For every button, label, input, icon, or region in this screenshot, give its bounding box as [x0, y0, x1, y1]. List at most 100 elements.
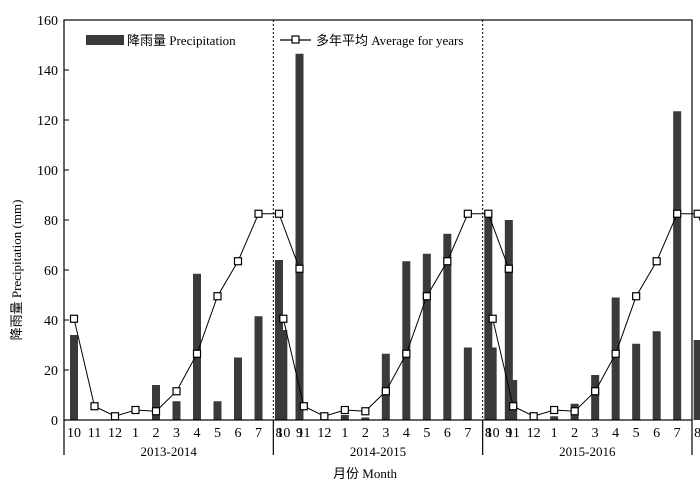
- x-tick-label: 2: [153, 426, 160, 441]
- average-point: [192, 349, 202, 358]
- bar: [152, 385, 160, 420]
- legend-bar-swatch: [86, 35, 124, 45]
- x-tick-label: 8: [694, 426, 700, 441]
- x-tick-label: 6: [235, 426, 242, 441]
- average-point: [340, 405, 349, 415]
- period-label: 2014-2015: [350, 444, 406, 459]
- x-tick-label: 12: [527, 426, 541, 441]
- average-point: [110, 412, 120, 421]
- x-tick-label: 3: [382, 426, 389, 441]
- period-labels: 2013-2014 2014-2015 2015-2016: [140, 444, 615, 459]
- legend-bar-label: 降雨量 Precipitation: [127, 33, 236, 48]
- x-axis-month-ticks: 10 11 12 1 2 3 4 5 6 7 8 910 11 12 1 2 3 4 5 6 7 8 910 11 12 1 2 3 4…: [67, 426, 700, 441]
- y-tick-label: 60: [44, 264, 58, 279]
- average-point: [611, 349, 620, 358]
- average-point: [570, 407, 579, 416]
- x-tick-label: 4: [403, 426, 410, 441]
- average-point: [299, 402, 308, 411]
- plot-frame: [63, 19, 693, 421]
- x-tick-label: 1: [132, 426, 139, 441]
- x-tick-label: 9: [296, 426, 303, 441]
- precipitation-bars: [70, 53, 700, 420]
- x-tick-label: 12: [317, 426, 331, 441]
- x-tick-label: 7: [255, 426, 262, 441]
- average-point: [652, 257, 661, 266]
- x-tick-label: 8: [276, 426, 283, 441]
- average-point: [550, 405, 559, 415]
- x-tick-label: 11: [88, 426, 101, 441]
- average-point: [69, 314, 79, 323]
- bar: [632, 343, 641, 420]
- bar: [591, 375, 600, 420]
- x-tick-label: 12: [108, 426, 122, 441]
- average-point: [233, 257, 243, 266]
- y-tick-label: 0: [51, 414, 58, 429]
- x-tick-label: 5: [423, 426, 430, 441]
- bar: [279, 330, 288, 420]
- bar: [443, 233, 452, 420]
- y-tick-label: 160: [37, 14, 58, 29]
- x-tick-label: 1: [341, 426, 348, 441]
- y-tick-label: 100: [37, 164, 58, 179]
- y-axis-title: 降雨量 Precipitation (mm): [9, 200, 24, 341]
- bar: [254, 316, 263, 420]
- average-markers: [69, 209, 700, 421]
- average-point: [484, 209, 493, 218]
- bar: [381, 353, 390, 420]
- x-tick-label: 3: [173, 426, 180, 441]
- average-point: [213, 292, 222, 301]
- x-tick-label: 4: [612, 426, 619, 441]
- x-tick-label: 6: [444, 426, 451, 441]
- x-tick-label: 6: [653, 426, 660, 441]
- average-point: [488, 314, 497, 323]
- bar: [652, 331, 661, 420]
- bar: [402, 261, 411, 420]
- x-tick-label: 5: [633, 426, 640, 441]
- average-point: [673, 209, 682, 218]
- x-tick-label: 3: [592, 426, 599, 441]
- bar: [213, 401, 222, 420]
- x-tick-label: 2: [571, 426, 578, 441]
- x-tick-label: 11: [297, 426, 310, 441]
- average-point: [693, 209, 700, 218]
- x-tick-label: 7: [464, 426, 471, 441]
- bar: [488, 347, 497, 420]
- bar: [361, 417, 370, 420]
- x-tick-label: 8: [485, 426, 492, 441]
- x-tick-label: 10: [486, 426, 500, 441]
- average-point: [463, 209, 472, 218]
- bar: [463, 347, 472, 420]
- average-point: [509, 402, 518, 411]
- average-point: [361, 407, 370, 416]
- bar: [611, 297, 620, 420]
- y-tick-label: 80: [44, 214, 58, 229]
- average-line: [282, 213, 510, 417]
- x-axis-title: 月份 Month: [333, 466, 397, 481]
- x-tick-label: 9: [505, 426, 512, 441]
- bar: [172, 401, 181, 420]
- x-tick-label: 10: [276, 426, 290, 441]
- average-point: [529, 412, 538, 421]
- average-point: [151, 407, 161, 416]
- average-point: [591, 387, 600, 396]
- average-point: [402, 349, 411, 358]
- x-tick-label: 1: [551, 426, 558, 441]
- period-label: 2015-2016: [559, 444, 616, 459]
- bar: [275, 260, 283, 420]
- average-point: [504, 264, 513, 273]
- average-point: [90, 402, 99, 411]
- bar: [693, 340, 700, 420]
- average-point: [320, 412, 329, 421]
- y-tick-label: 20: [44, 364, 58, 379]
- bar: [484, 210, 493, 420]
- bar: [673, 111, 682, 420]
- average-point: [295, 264, 304, 273]
- bar: [550, 416, 559, 420]
- y-tick-label: 40: [44, 314, 58, 329]
- legend-line-label: 多年平均 Average for years: [316, 33, 463, 48]
- bar: [295, 53, 304, 420]
- x-tick-label: 7: [674, 426, 681, 441]
- average-point: [443, 257, 452, 266]
- x-tick-label: 11: [506, 426, 519, 441]
